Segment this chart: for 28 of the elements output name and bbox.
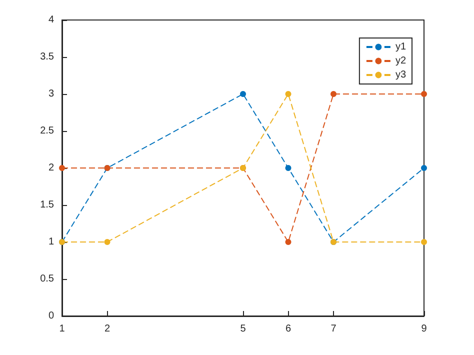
- point: [285, 165, 292, 171]
- legend-label: y2: [395, 56, 406, 66]
- y-tick-label: 1: [48, 236, 54, 248]
- y-tick-label: 1.5: [40, 200, 54, 210]
- y-tick-label: 0: [48, 310, 54, 322]
- point: [240, 91, 246, 97]
- point: [330, 91, 336, 97]
- x-tick-label: 2: [104, 324, 110, 334]
- x-tick-label: 1: [59, 324, 66, 334]
- y-tick-label: 2.5: [40, 126, 54, 136]
- point: [104, 239, 110, 245]
- legend-label: y1: [395, 42, 406, 52]
- point: [421, 91, 427, 97]
- x-tick-label: 5: [240, 324, 246, 334]
- legend-label: y3: [395, 70, 406, 80]
- x-tick-label: 6: [285, 324, 292, 334]
- y-tick-label: 4: [48, 14, 54, 26]
- y-tick-label: 2: [48, 162, 54, 174]
- point: [59, 165, 65, 171]
- y-tick-label: 3.5: [40, 52, 54, 62]
- point: [421, 239, 427, 245]
- point: [285, 239, 292, 245]
- y-tick-label: 3: [48, 88, 54, 100]
- y-tick-label: 0.5: [40, 274, 54, 284]
- point: [285, 91, 292, 97]
- x-tick-label: 7: [330, 324, 337, 334]
- x-tick-label: 9: [421, 324, 428, 334]
- point: [421, 165, 427, 171]
